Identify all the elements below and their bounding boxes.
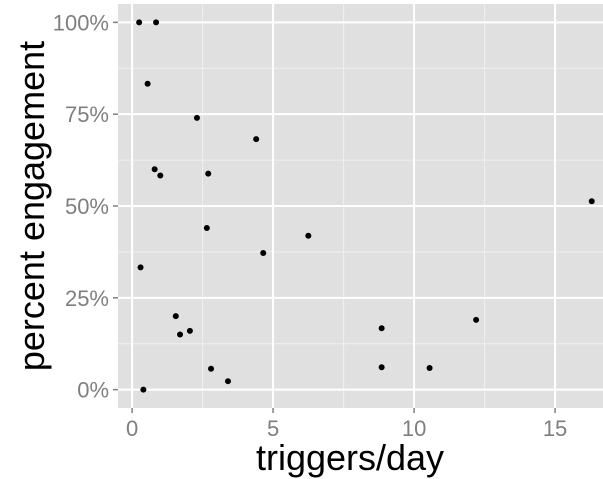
data-point — [588, 198, 595, 205]
data-point — [151, 166, 158, 173]
data-point — [473, 316, 480, 323]
data-point — [426, 364, 433, 371]
y-tick-label: 25% — [65, 286, 109, 311]
y-tick-label: 0% — [77, 378, 109, 403]
x-axis-title: triggers/day — [256, 437, 444, 478]
x-tick-label: 0 — [126, 416, 138, 441]
data-point — [305, 232, 312, 239]
data-point — [378, 325, 385, 332]
data-point — [224, 378, 231, 385]
data-point — [157, 172, 164, 179]
x-tick-label: 5 — [267, 416, 279, 441]
data-point — [137, 264, 144, 271]
data-point — [260, 250, 267, 257]
data-point — [140, 386, 147, 393]
data-point — [153, 19, 160, 26]
data-point — [144, 80, 151, 87]
data-point — [378, 364, 385, 371]
x-axis-ticks: 0 5 10 15 — [126, 408, 567, 441]
data-point — [208, 365, 215, 372]
y-tick-label: 50% — [65, 194, 109, 219]
data-point — [203, 225, 210, 232]
major-gridlines — [118, 4, 603, 408]
data-point — [193, 114, 200, 121]
data-points — [136, 19, 595, 393]
data-point — [205, 170, 212, 177]
y-axis-ticks: 0% 25% 50% 75% 100% — [53, 10, 118, 403]
y-tick-label: 75% — [65, 102, 109, 127]
data-point — [186, 327, 193, 334]
x-tick-label: 10 — [402, 416, 426, 441]
data-point — [172, 313, 179, 320]
data-point — [253, 136, 260, 143]
data-point — [177, 331, 184, 338]
data-point — [136, 19, 143, 26]
y-tick-label: 100% — [53, 10, 109, 35]
y-axis-title: percent engagement — [11, 41, 52, 371]
x-tick-label: 15 — [543, 416, 567, 441]
